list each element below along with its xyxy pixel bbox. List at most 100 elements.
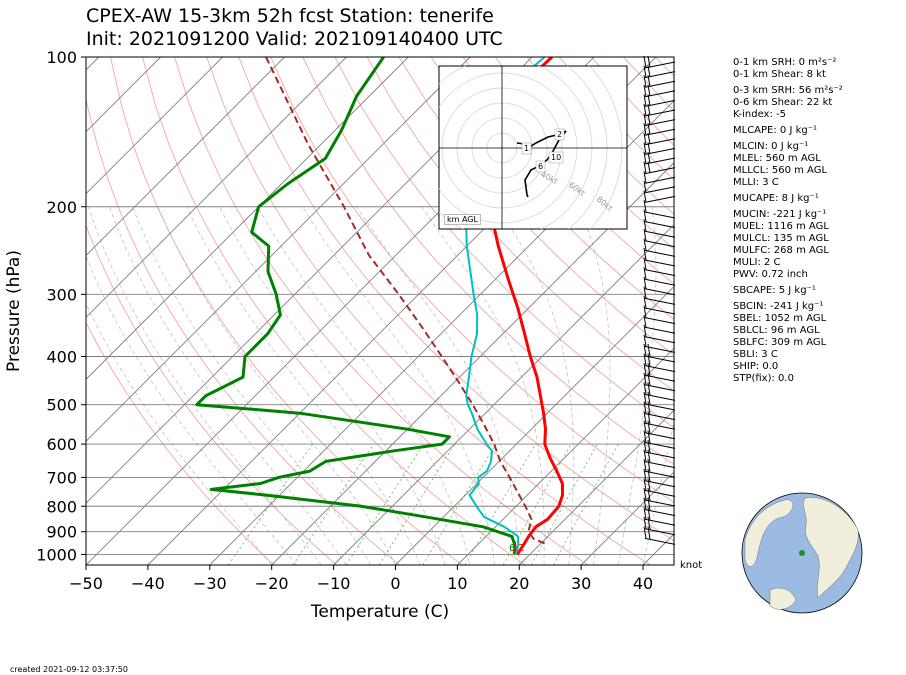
chart-title: CPEX-AW 15-3km 52h fcst Station: tenerif… [86, 5, 494, 27]
isotherm [518, 409, 674, 565]
x-tick-label: −40 [131, 574, 165, 593]
isotherm [86, 57, 162, 133]
index-row: 0-1 km Shear: 8 kt [733, 69, 826, 80]
wind-barb-flag [643, 238, 647, 251]
mixing-ratio-line [422, 443, 497, 565]
dry-adiabat [142, 57, 526, 565]
indices-panel: 0-1 km SRH: 0 m²s⁻² 0-1 km Shear: 8 kt 0-3… [733, 57, 843, 385]
index-row: MLLI: 3 C [733, 177, 779, 188]
wind-barb-flag [643, 151, 647, 165]
x-tick-label: −20 [255, 574, 289, 593]
wind-barb-flag [647, 439, 651, 453]
wind-barb-flag [643, 430, 647, 443]
created-timestamp: created 2021-09-12 03:37:50 [10, 665, 128, 674]
wind-barb-flag [643, 94, 647, 107]
index-row: MULCL: 135 m AGL [733, 233, 829, 244]
index-row: MLCIN: 0 J kg⁻¹ [733, 141, 809, 152]
moist-adiabat [87, 206, 322, 565]
wind-barb-flag [643, 286, 647, 299]
wind-barb-flag [643, 295, 647, 309]
wind-barb-flag [647, 123, 651, 135]
x-tick-label: −30 [193, 574, 227, 593]
wind-barb-flag [643, 65, 647, 78]
moist-adiabat [132, 206, 372, 565]
x-tick-label: 20 [509, 574, 529, 593]
wind-barb-flag [643, 487, 647, 501]
wind-barb-flag [643, 171, 647, 184]
wind-barb-staff [644, 403, 676, 411]
dry-adiabat [86, 224, 337, 565]
mixing-ratio-line [228, 443, 313, 565]
wind-barb-flag [647, 382, 651, 396]
parcel-profile [265, 57, 545, 545]
wind-barb-flag [643, 161, 647, 174]
wind-barb-staff [644, 365, 676, 373]
index-row: MUCIN: -221 J kg⁻¹ [733, 209, 827, 220]
wind-barb-staff [644, 345, 676, 353]
wind-barb-flag [643, 103, 647, 117]
mixing-ratio-line [530, 443, 598, 565]
wind-barb-flag [647, 353, 651, 367]
wind-barb-flag [647, 478, 651, 492]
location-globe [741, 492, 863, 614]
wind-barb-staff [644, 278, 676, 286]
isotherm [86, 57, 223, 195]
wind-barb-staff [644, 461, 676, 469]
wind-barb-staff [644, 211, 676, 219]
wind-barb-flag [647, 468, 651, 482]
wind-barb-staff [644, 195, 676, 203]
wind-barb-flag [647, 430, 651, 444]
index-row: SBLFC: 309 m AGL [733, 337, 827, 348]
index-row: PWV: 0.72 inch [733, 269, 808, 280]
mixing-ratio-line [464, 443, 536, 565]
moist-adiabat [356, 206, 520, 565]
wind-barb-staff [644, 307, 676, 315]
index-row: STP(fix): 0.0 [733, 373, 794, 384]
wind-barb-flag [643, 199, 647, 213]
dry-adiabat [366, 57, 674, 392]
wind-barb-flag [647, 401, 651, 415]
wind-barb-staff [644, 259, 676, 267]
isotherm [271, 162, 674, 565]
wind-barb-staff [644, 374, 676, 382]
index-row: SBEL: 1052 m AGL [733, 313, 827, 324]
dry-adiabat [86, 321, 275, 565]
wind-barb-flag [647, 526, 651, 540]
index-row: MULFC: 268 m AGL [733, 245, 829, 256]
wind-barb-flag [647, 55, 651, 68]
wind-barb-staff [644, 451, 676, 459]
dry-adiabat [430, 57, 674, 320]
wind-barb-staff [644, 249, 676, 257]
wind-barb-staff [644, 288, 676, 296]
wind-barb-staff [644, 441, 676, 449]
wind-barb-staff [644, 528, 676, 536]
hodograph-height-label: 2 [557, 130, 562, 139]
wind-barb-flag [647, 103, 651, 116]
moist-adiabat [257, 206, 471, 565]
y-tick-label: 700 [46, 468, 77, 487]
wind-barb-flag [647, 459, 651, 473]
wind-barb-flag [647, 151, 651, 164]
wind-barb-flag [643, 468, 647, 481]
isotherm [395, 285, 674, 565]
moist-adiabat [496, 206, 574, 565]
wind-barb-staff [644, 297, 676, 305]
moist-adiabat [109, 206, 347, 565]
index-row: 0-6 km Shear: 22 kt [733, 97, 833, 108]
x-tick-label: 30 [571, 574, 591, 593]
y-tick-label: 800 [46, 497, 77, 516]
station-marker [799, 550, 805, 556]
moist-adiabat [420, 206, 545, 565]
moist-adiabat [617, 206, 657, 565]
moist-adiabat [157, 206, 396, 565]
index-row: MUEL: 1116 m AGL [733, 221, 829, 232]
x-tick-label: −50 [69, 574, 103, 593]
wind-barb-flag [643, 526, 647, 539]
wind-barb-flag [643, 267, 647, 280]
index-row: SBLCL: 96 m AGL [733, 325, 820, 336]
wind-barb-flag [643, 401, 647, 414]
wind-barb-flag [643, 353, 647, 366]
y-tick-label: 400 [46, 348, 77, 367]
wind-barb-flag [647, 142, 651, 154]
wind-barb-flag [643, 209, 647, 222]
